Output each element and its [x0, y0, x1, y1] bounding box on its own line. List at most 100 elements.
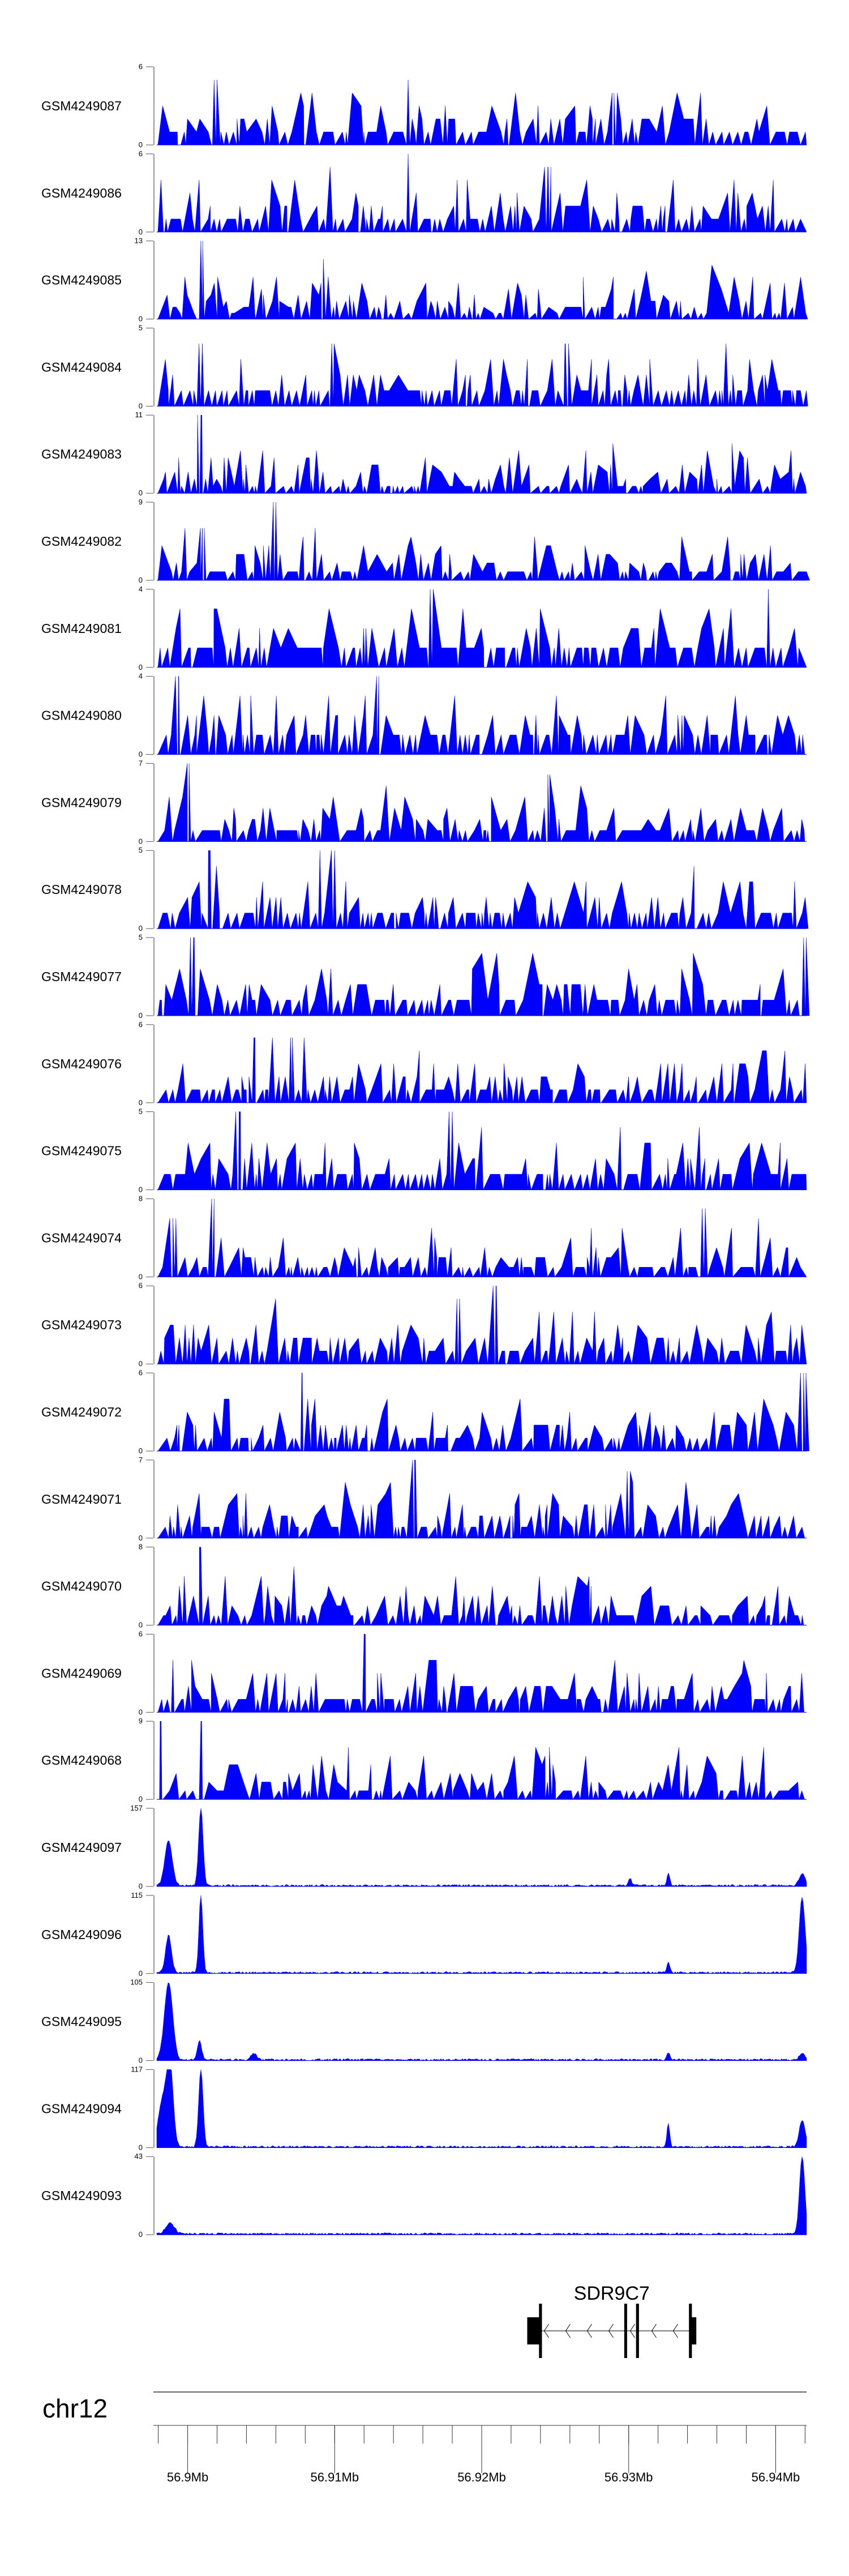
signal-area [157, 1111, 807, 1191]
track-GSM4249080: GSM4249080 4 0 [41, 672, 807, 759]
y-min-label: 0 [139, 1011, 143, 1020]
y-max-label: 5 [139, 933, 143, 942]
y-min-label: 0 [139, 1098, 143, 1107]
signal-tracks: GSM424908760GSM424908660GSM4249085130GSM… [41, 62, 810, 2239]
track-label: GSM4249074 [41, 1230, 122, 1245]
x-tick-label: 56.91Mb [310, 2470, 359, 2484]
y-min-label: 0 [139, 1969, 143, 1978]
y-max-label: 105 [130, 1978, 143, 1987]
y-max-label: 115 [131, 1891, 143, 1899]
y-max-label: 7 [139, 1456, 143, 1464]
y-max-label: 6 [139, 149, 143, 158]
signal-area [157, 763, 807, 842]
signal-area [156, 1982, 807, 2061]
track-GSM4249093: GSM4249093 43 0 [41, 2152, 807, 2239]
track-GSM4249077: GSM4249077 5 0 [41, 933, 810, 1020]
track-label: GSM4249079 [41, 795, 122, 810]
track-GSM4249074: GSM4249074 8 0 [41, 1194, 807, 1281]
y-min-label: 0 [139, 1621, 143, 1629]
track-GSM4249082: GSM4249082 9 0 [41, 498, 810, 584]
utr-block [527, 2317, 541, 2344]
genome-axis: chr12 56.9Mb 56.91Mb 56.92Mb 56.93Mb 56.94Mb [42, 2391, 807, 2484]
signal-area [157, 1037, 807, 1103]
track-GSM4249072: GSM4249072 6 0 [41, 1368, 809, 1455]
y-min-label: 0 [139, 315, 143, 323]
track-label: GSM4249071 [41, 1492, 122, 1507]
gene-model [527, 2304, 697, 2358]
y-max-label: 7 [139, 759, 143, 767]
y-min-label: 0 [139, 576, 143, 584]
y-min-label: 0 [139, 1795, 143, 1803]
y-max-label: 4 [139, 672, 143, 681]
y-min-label: 0 [139, 1359, 143, 1368]
track-label: GSM4249084 [41, 360, 122, 374]
track-label: GSM4249076 [41, 1056, 122, 1071]
y-min-label: 0 [139, 1708, 143, 1716]
x-tick-label: 56.94Mb [752, 2470, 800, 2484]
y-min-label: 0 [139, 663, 143, 671]
track-label: GSM4249078 [41, 882, 122, 897]
strand-arrow-icon [565, 2323, 571, 2338]
signal-area [157, 850, 809, 930]
track-label: GSM4249083 [41, 447, 122, 461]
track-GSM4249073: GSM4249073 6 0 [41, 1281, 807, 1368]
track-GSM4249081: GSM4249081 4 0 [41, 585, 807, 671]
x-tick-label: 56.92Mb [457, 2470, 506, 2484]
y-max-label: 6 [139, 1020, 143, 1029]
track-label: GSM4249077 [41, 969, 122, 984]
y-max-label: 43 [135, 2152, 143, 2160]
gene-track: SDR9C7 [527, 2283, 697, 2358]
signal-area [156, 1808, 807, 1887]
y-min-label: 0 [139, 2056, 143, 2065]
y-max-label: 6 [139, 1368, 143, 1377]
exon-block [689, 2304, 692, 2358]
track-label: GSM4249069 [41, 1666, 122, 1680]
y-min-label: 0 [139, 2230, 143, 2239]
utr-block [690, 2317, 697, 2344]
signal-area [157, 589, 807, 668]
track-label: GSM4249068 [41, 1753, 122, 1768]
signal-area [157, 676, 807, 755]
track-label: GSM4249085 [41, 273, 122, 288]
signal-area [157, 343, 808, 407]
track-label: GSM4249080 [41, 708, 122, 723]
track-GSM4249096: GSM4249096 115 0 [41, 1891, 807, 1978]
track-GSM4249083: GSM4249083 11 0 [41, 410, 807, 497]
track-GSM4249070: GSM4249070 8 0 [41, 1543, 807, 1629]
strand-arrow-icon [586, 2323, 592, 2338]
y-min-label: 0 [139, 1447, 143, 1455]
signal-area [157, 1460, 807, 1539]
track-label: GSM4249086 [41, 186, 122, 200]
y-min-label: 0 [139, 1272, 143, 1281]
y-max-label: 157 [130, 1804, 143, 1812]
track-GSM4249097: GSM4249097 157 0 [41, 1804, 807, 1890]
axis-ticks: 56.9Mb 56.91Mb 56.92Mb 56.93Mb 56.94Mb [158, 2425, 805, 2484]
gene-label: SDR9C7 [574, 2283, 650, 2304]
y-min-label: 0 [139, 140, 143, 149]
y-max-label: 117 [131, 2065, 143, 2073]
x-tick-label: 56.9Mb [167, 2470, 208, 2484]
track-label: GSM4249073 [41, 1317, 122, 1332]
y-min-label: 0 [139, 228, 143, 236]
strand-arrow-icon [672, 2323, 678, 2338]
strand-arrow-icon [608, 2323, 614, 2338]
exon-block [624, 2304, 627, 2358]
track-label: GSM4249070 [41, 1579, 122, 1594]
track-label: GSM4249094 [41, 2101, 122, 2116]
track-GSM4249086: GSM4249086 6 0 [41, 149, 807, 236]
y-min-label: 0 [139, 489, 143, 497]
y-min-label: 0 [139, 401, 143, 410]
y-min-label: 0 [139, 1186, 143, 1194]
signal-area [157, 1372, 809, 1452]
y-max-label: 9 [139, 1717, 143, 1725]
track-label: GSM4249097 [41, 1840, 122, 1855]
y-max-label: 6 [139, 1629, 143, 1638]
signal-area [157, 1547, 807, 1626]
signal-area [157, 502, 810, 581]
track-label: GSM4249082 [41, 534, 122, 549]
signal-area [157, 79, 807, 146]
y-max-label: 6 [139, 62, 143, 71]
track-label: GSM4249081 [41, 621, 122, 636]
track-GSM4249084: GSM4249084 5 0 [41, 323, 808, 410]
track-GSM4249069: GSM4249069 6 0 [41, 1629, 807, 1716]
